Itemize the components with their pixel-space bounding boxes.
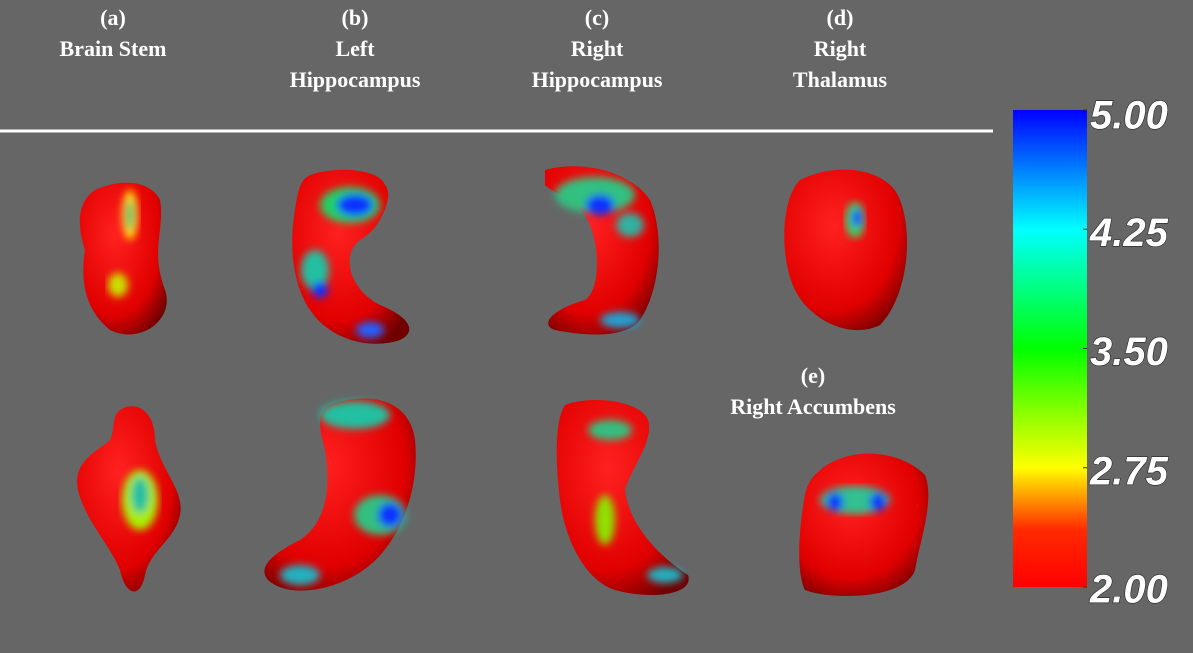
right-thalamus: [784, 169, 908, 331]
panel-letter: (c): [585, 5, 609, 30]
colorbar-tick-label: 5.00: [1090, 94, 1168, 138]
left-hippocampus-top: [292, 169, 410, 344]
right-hippocampus-top: [545, 166, 659, 335]
panel-name: Left: [335, 36, 375, 61]
colorbar-tick-label: 2.75: [1089, 449, 1169, 493]
brain-stem-bottom: [77, 406, 181, 592]
panel-letter: (d): [827, 5, 854, 30]
colorbar-tick-label: 4.25: [1089, 211, 1169, 255]
structures: [77, 166, 929, 596]
panel-letter: (a): [100, 5, 126, 30]
panel-letter: (e): [801, 363, 825, 388]
panel-name: Thalamus: [793, 67, 888, 92]
right-hippocampus-bottom: [556, 400, 689, 595]
panel-name: Right: [814, 36, 867, 61]
panel-letter: (b): [342, 5, 369, 30]
right-accumbens: [799, 453, 929, 596]
colorbar-ticks: 5.00 4.25 3.50 2.75 2.00: [1083, 93, 1169, 612]
panel-name: Hippocampus: [532, 67, 663, 92]
colorbar: [1013, 110, 1087, 587]
colorbar-tick-label: 3.50: [1090, 330, 1168, 374]
panel-name: Right Accumbens: [730, 394, 896, 419]
left-hippocampus-bottom: [264, 398, 416, 591]
brain-stem-top: [79, 182, 167, 335]
colorbar-tick-label: 2.00: [1089, 568, 1168, 612]
headers: (a) Brain Stem (b) Left Hippocampus (c) Right H…: [60, 5, 897, 419]
panel-name: Right: [571, 36, 624, 61]
panel-name: Brain Stem: [60, 36, 167, 61]
panel-name: Hippocampus: [290, 67, 421, 92]
